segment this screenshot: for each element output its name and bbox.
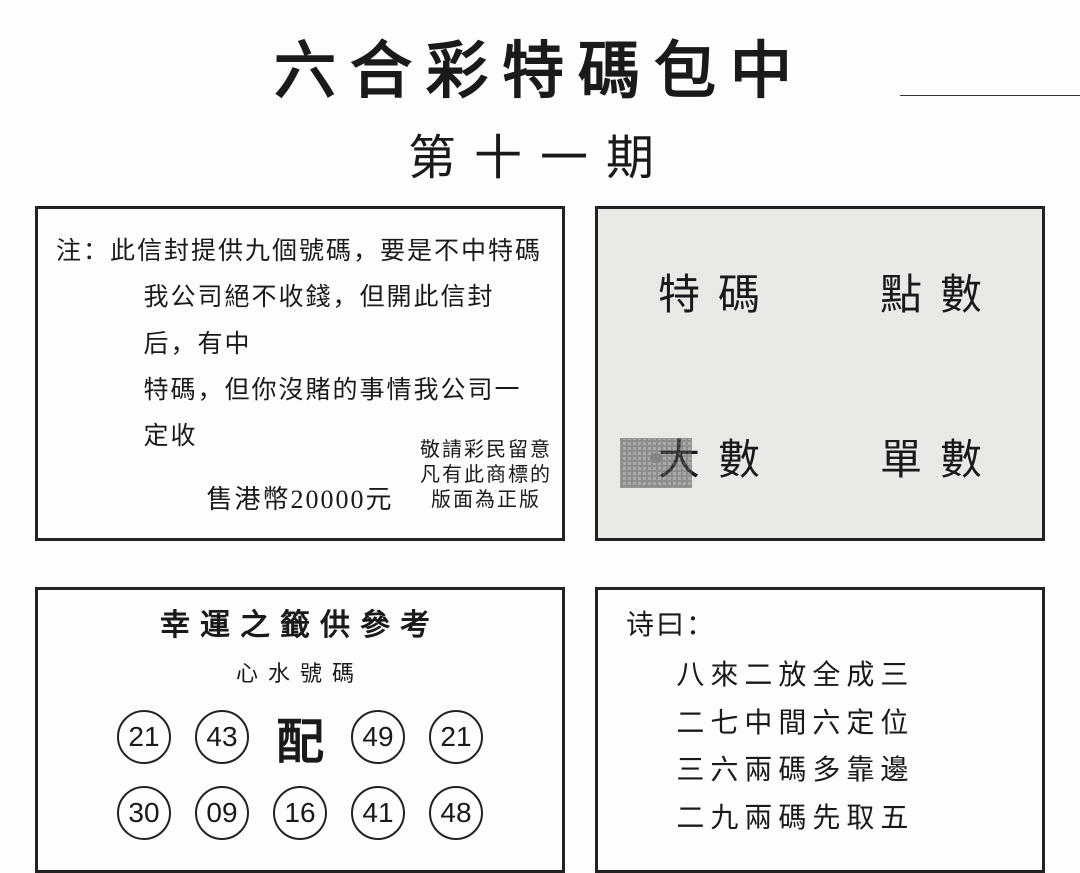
title-underline: [900, 95, 1080, 96]
number-row: 21 43 配 49 21: [56, 702, 544, 772]
main-title: 六合彩特碼包中: [35, 20, 1045, 110]
lottery-number: 21: [117, 710, 171, 764]
poem-line: 二七中間六定位: [626, 700, 1020, 748]
number-row: 30 09 16 41 48: [56, 786, 544, 840]
issue-subtitle: 第十一期: [35, 118, 1045, 188]
notice-line: 我公司絕不收錢，但開此信封后，有中: [56, 275, 544, 368]
pair-character: 配: [273, 702, 327, 772]
trademark-notice: 敬請彩民留意 凡有此商標的 版面為正版: [420, 438, 552, 513]
document-page: 六合彩特碼包中 第十一期 注：此信封提供九個號碼，要是不中特碼 我公司絕不收錢，…: [0, 0, 1080, 784]
lottery-number: 48: [429, 786, 483, 840]
poem-header: 诗曰：: [626, 602, 1020, 650]
poem-line: 三六兩碼多靠邊: [626, 747, 1020, 795]
quad-cell-points: 點數: [862, 261, 1000, 322]
poem-box: 诗曰： 八來二放全成三 二七中間六定位 三六兩碼多靠邊 二九兩碼先取五: [595, 587, 1045, 873]
quad-box: 特碼 點數 大數 單數: [595, 206, 1045, 541]
lottery-number: 21: [429, 710, 483, 764]
notice-line: 凡有此商標的: [420, 463, 552, 488]
bottom-row: 幸運之籤供參考 心水號碼 21 43 配 49 21 30 09 16 41 4…: [35, 587, 1045, 873]
notice-line: 敬請彩民留意: [420, 438, 552, 463]
lottery-number: 09: [195, 786, 249, 840]
lottery-number: 41: [351, 786, 405, 840]
poem-line: 二九兩碼先取五: [626, 795, 1020, 843]
notice-line: 注：此信封提供九個號碼，要是不中特碼: [56, 229, 544, 275]
lottery-number: 16: [273, 786, 327, 840]
notice-line: 版面為正版: [420, 488, 552, 513]
quad-cell-odd: 單數: [862, 426, 1000, 487]
lucky-title: 幸運之籤供參考: [56, 600, 544, 644]
lottery-number: 49: [351, 710, 405, 764]
poem-line: 八來二放全成三: [626, 652, 1020, 700]
lottery-number: 43: [195, 710, 249, 764]
lucky-subtitle: 心水號碼: [56, 656, 544, 688]
trademark-stamp-icon: [620, 438, 692, 488]
lottery-number: 30: [117, 786, 171, 840]
quad-cell-special-code: 特碼: [640, 261, 778, 322]
lucky-numbers-box: 幸運之籤供參考 心水號碼 21 43 配 49 21 30 09 16 41 4…: [35, 587, 565, 873]
